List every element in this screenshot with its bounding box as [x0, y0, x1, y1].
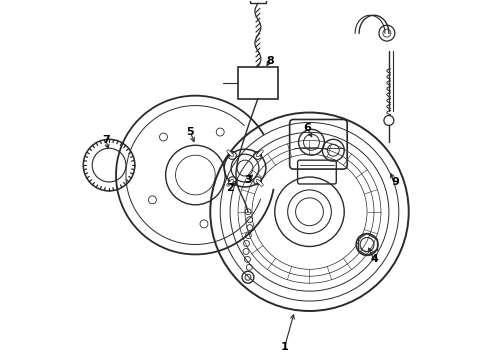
Text: 2: 2 — [226, 183, 234, 193]
Text: 5: 5 — [187, 127, 194, 138]
Text: 7: 7 — [102, 135, 110, 145]
Text: 6: 6 — [304, 123, 312, 134]
Text: 1: 1 — [281, 342, 289, 352]
Text: 8: 8 — [266, 56, 274, 66]
Bar — [250, 0, 266, 3]
Bar — [238, 67, 278, 99]
Text: 3: 3 — [244, 175, 252, 185]
Text: 4: 4 — [370, 255, 378, 264]
Text: 9: 9 — [391, 177, 399, 187]
